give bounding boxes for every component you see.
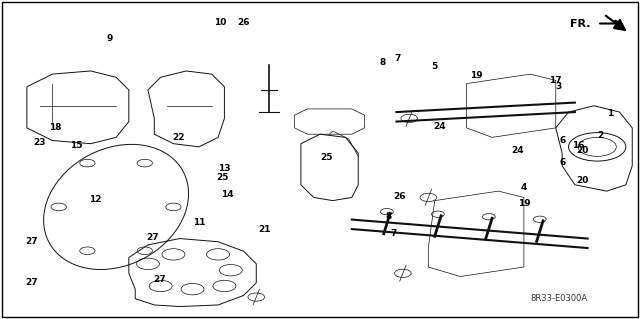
Text: 26: 26 [394,192,406,201]
Text: 12: 12 [90,196,102,204]
Text: 25: 25 [216,173,228,182]
Text: 22: 22 [172,133,185,142]
Text: 17: 17 [550,76,562,85]
Text: 8R33-E0300A: 8R33-E0300A [531,294,588,303]
Text: 27: 27 [26,278,38,287]
Text: 24: 24 [511,145,524,154]
Text: 8: 8 [380,58,385,67]
Text: 6: 6 [559,136,565,145]
Text: 7: 7 [390,229,396,238]
Text: 13: 13 [218,165,230,174]
Text: 8: 8 [386,212,392,221]
Text: 14: 14 [221,190,234,199]
Text: 16: 16 [572,141,584,150]
Text: 2: 2 [597,131,604,140]
Text: 26: 26 [237,19,250,27]
Text: 18: 18 [49,123,62,132]
Text: 6: 6 [559,158,565,167]
Text: 25: 25 [320,153,333,162]
Text: 3: 3 [556,82,562,91]
Text: 7: 7 [394,55,401,63]
Text: 19: 19 [518,199,530,208]
Text: 27: 27 [26,237,38,246]
Text: FR.: FR. [570,19,591,28]
Text: 24: 24 [433,122,446,131]
Text: 20: 20 [577,175,589,185]
Text: 1: 1 [607,109,613,118]
Text: 4: 4 [521,183,527,192]
Text: 23: 23 [33,137,46,147]
Text: 10: 10 [214,19,226,27]
Text: 15: 15 [70,141,82,150]
Text: 27: 27 [153,275,166,284]
Text: 5: 5 [431,62,438,71]
Text: 9: 9 [106,34,113,43]
Text: 27: 27 [147,234,159,242]
Text: 11: 11 [193,218,205,227]
Text: 21: 21 [259,225,271,234]
Text: 19: 19 [470,71,483,80]
Text: 20: 20 [577,145,589,154]
